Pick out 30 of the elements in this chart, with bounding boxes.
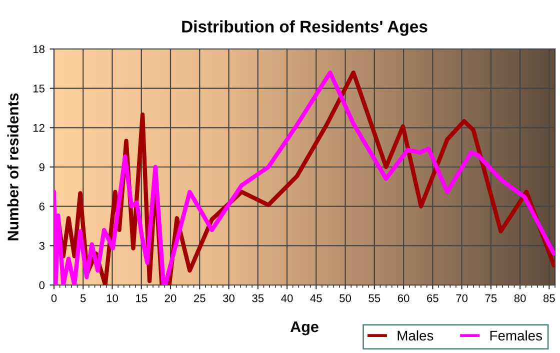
y-tick-label: 18	[33, 45, 44, 54]
x-tick-label: 10	[106, 294, 118, 302]
x-tick-label: 65	[427, 294, 438, 302]
x-tick-label: 15	[136, 294, 148, 302]
x-tick-label: 80	[514, 294, 526, 302]
y-tick-label: 12	[33, 124, 44, 132]
x-axis-title: Age	[290, 322, 318, 336]
y-tick-label: 6	[39, 202, 44, 210]
x-tick-label: 0	[51, 294, 57, 302]
x-tick-label: 55	[368, 294, 380, 302]
x-tick-label: 20	[164, 294, 176, 302]
x-tick-label: 75	[485, 294, 497, 302]
x-tick-label: 45	[310, 294, 322, 302]
legend-label: Females	[490, 330, 542, 341]
x-tick-label: 50	[340, 294, 352, 302]
x-tick-label: 35	[252, 294, 264, 302]
y-tick-label: 3	[39, 242, 44, 250]
y-tick-label: 15	[33, 84, 45, 92]
x-tick-label: 5	[80, 294, 86, 302]
x-tick-label: 30	[223, 294, 235, 302]
x-tick-label: 25	[194, 294, 206, 302]
x-tick-label: 85	[543, 294, 555, 302]
y-tick-label: 0	[39, 281, 45, 290]
x-tick-label: 70	[456, 294, 468, 302]
legend-label: Males	[398, 330, 434, 341]
y-axis-title: Number of residents	[7, 93, 18, 240]
y-tick-label: 9	[39, 163, 44, 172]
x-tick-label: 40	[281, 294, 293, 302]
x-tick-label: 60	[398, 294, 410, 302]
chart-title: Distribution of Residents' Ages	[182, 20, 428, 36]
